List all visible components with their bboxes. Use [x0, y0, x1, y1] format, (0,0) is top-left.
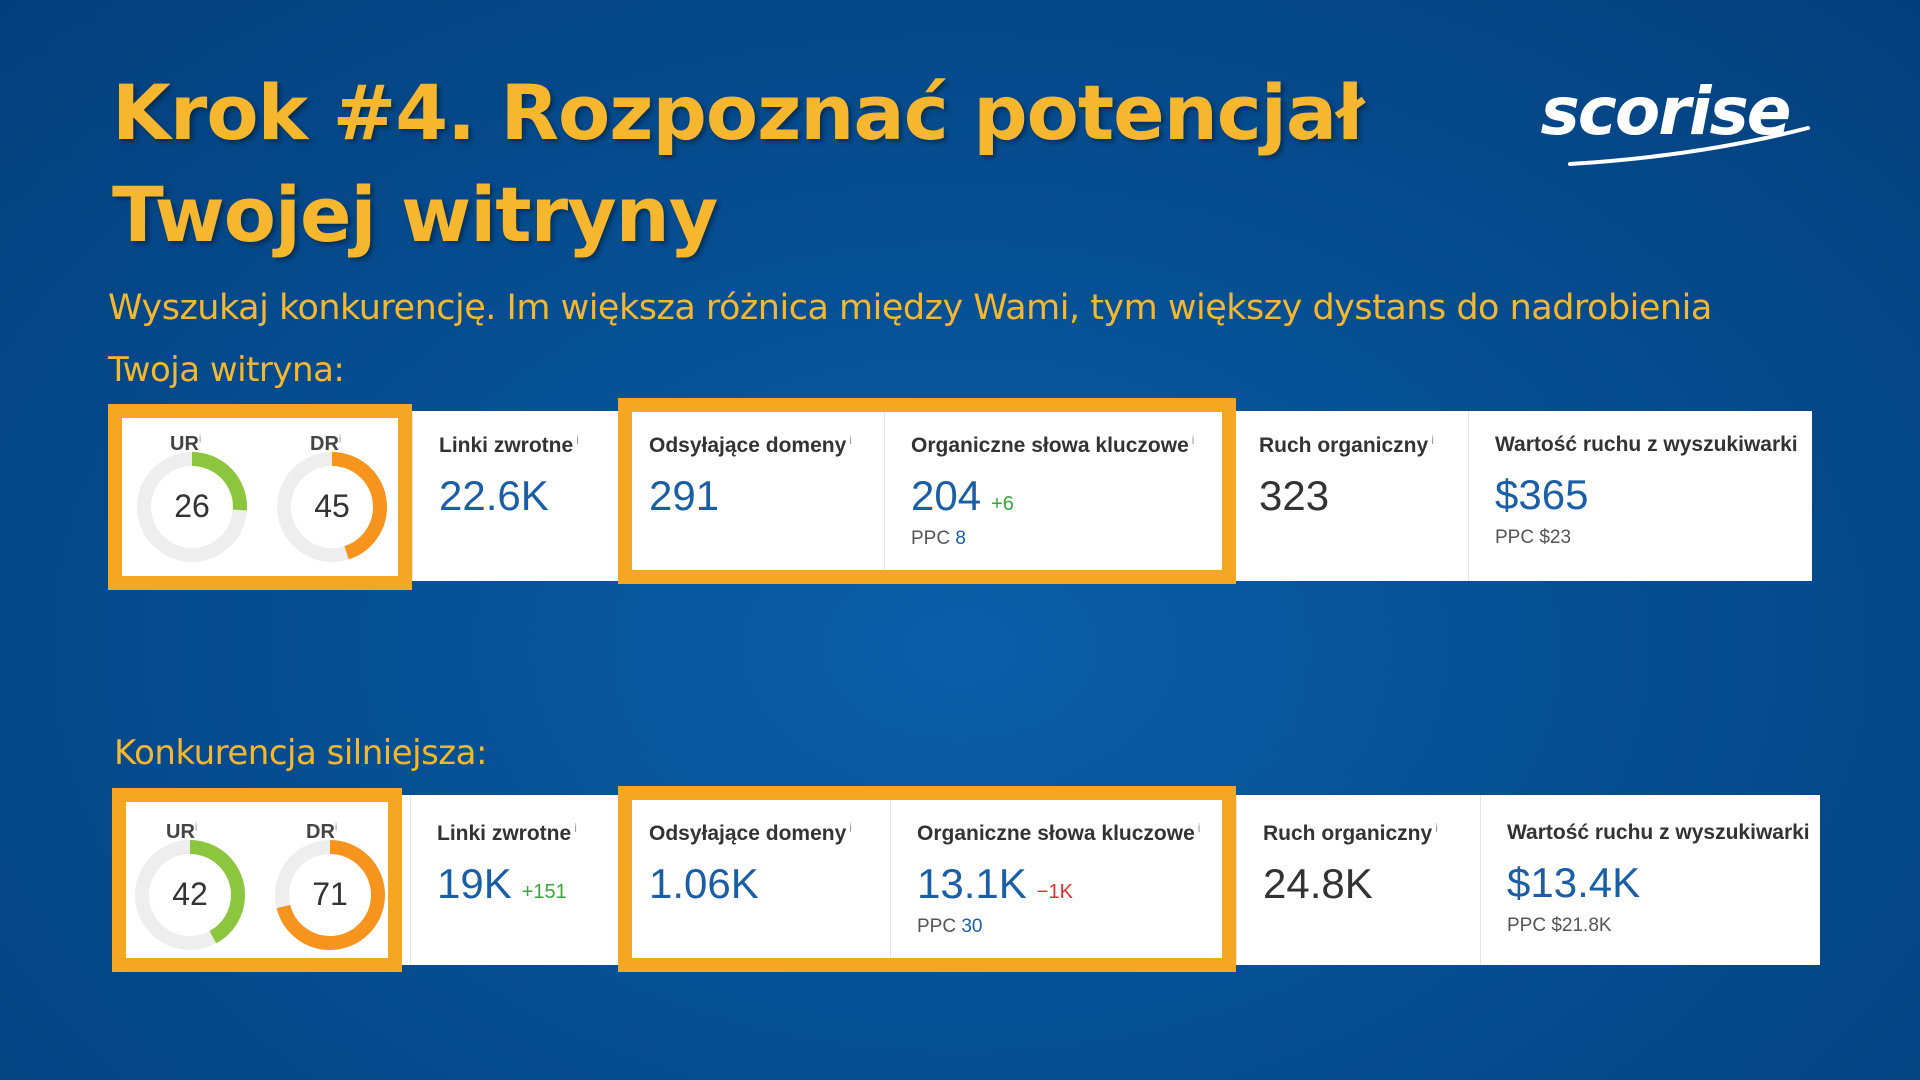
logo-text: scorise: [1541, 73, 1790, 150]
dr-label: DRi: [310, 433, 342, 455]
rating-cell: URi 26 DRi 45: [112, 411, 412, 581]
traffic-label: Ruch organiczny: [1259, 434, 1429, 457]
ur-value: 26: [174, 488, 210, 524]
traffic-worth-ppc: PPC $23: [1495, 527, 1572, 548]
ref-domains-label: Odsyłające domeny: [649, 822, 847, 845]
traffic-worth-label: Wartość ruchu z wyszukiwarki: [1507, 821, 1810, 844]
dr-gauge: 45: [277, 452, 387, 562]
ref-domains-cell: Odsyłające domeny i 291: [622, 411, 884, 581]
backlinks-value: 19K: [437, 860, 512, 907]
your-site-metrics: URi 26 DRi 45 Linki zwrotne i 22.6K Odsył…: [112, 411, 1812, 581]
traffic-worth-label: Wartość ruchu z wyszukiwarki: [1495, 433, 1798, 456]
keywords-label: Organiczne słowa kluczowe: [911, 434, 1189, 457]
ur-label: URi: [166, 821, 198, 843]
title-line-2: Twojej witryny: [112, 170, 718, 259]
traffic-cell: Ruch organiczny i 323: [1232, 411, 1468, 581]
backlinks-value: 22.6K: [439, 472, 549, 519]
ref-domains-value: 291: [649, 472, 720, 519]
ref-domains-cell: Odsyłające domeny i 1.06K: [622, 795, 890, 965]
ur-value: 42: [172, 876, 208, 912]
ur-gauge: 42: [135, 840, 245, 950]
traffic-cell: Ruch organiczny i 24.8K: [1236, 795, 1480, 965]
backlinks-cell: Linki zwrotne i 19K +151: [410, 795, 622, 965]
traffic-worth-ppc: PPC $21.8K: [1507, 915, 1612, 936]
traffic-value: 323: [1259, 472, 1330, 519]
backlinks-label: Linki zwrotne: [439, 434, 574, 457]
backlinks-cell: Linki zwrotne i 22.6K: [412, 411, 622, 581]
ref-domains-label: Odsyłające domeny: [649, 434, 847, 457]
dr-value: 71: [312, 876, 348, 912]
traffic-label: Ruch organiczny: [1263, 822, 1433, 845]
your-site-label: Twoja witryna:: [108, 350, 345, 390]
keywords-delta: −1K: [1036, 881, 1073, 903]
ur-arc: [135, 840, 245, 950]
dr-value: 45: [314, 488, 350, 524]
competitor-label: Konkurencja silniejsza:: [114, 733, 487, 773]
rating-cell: URi 42 DRi 71: [120, 795, 410, 965]
traffic-value-cell: Wartość ruchu z wyszukiwarki $365 PPC $2…: [1468, 411, 1812, 581]
keywords-delta: +6: [991, 493, 1014, 515]
traffic-worth-value: $365: [1495, 471, 1589, 518]
highlight-frame-domains-keywords: [618, 398, 1236, 584]
keywords-value: 13.1K: [917, 860, 1027, 907]
slide-subtitle: Wyszukaj konkurencję. Im większa różnica…: [108, 288, 1712, 328]
ur-arc: [137, 452, 247, 562]
ur-label: URi: [170, 433, 202, 455]
dr-gauge: 71: [275, 840, 385, 950]
scorise-logo: scorise: [1541, 73, 1810, 166]
traffic-value-cell: Wartość ruchu z wyszukiwarki $13.4K PPC …: [1480, 795, 1820, 965]
ref-domains-value: 1.06K: [649, 860, 759, 907]
keywords-ppc-label: PPC: [911, 528, 951, 549]
highlight-frame-domains-keywords: [618, 786, 1236, 972]
dr-arc: [277, 452, 387, 562]
keywords-ppc-value: 30: [961, 916, 983, 937]
highlight-frame-rating: [108, 404, 412, 590]
slide-title: Krok #4. Rozpoznać potencjał Twojej witr…: [112, 62, 1412, 266]
dr-arc: [275, 840, 385, 950]
keywords-cell: Organiczne słowa kluczowe i 204 +6 PPC 8: [884, 411, 1232, 581]
backlinks-label: Linki zwrotne: [437, 822, 572, 845]
keywords-cell: Organiczne słowa kluczowe i 13.1K −1K PPC …: [890, 795, 1236, 965]
title-line-1: Krok #4. Rozpoznać potencjał: [112, 68, 1364, 157]
ur-gauge: 26: [137, 452, 247, 562]
dr-label: DRi: [306, 821, 338, 843]
highlight-frame-rating: [112, 788, 402, 972]
backlinks-delta: +151: [521, 881, 567, 903]
keywords-value: 204: [911, 472, 982, 519]
keywords-label: Organiczne słowa kluczowe: [917, 822, 1195, 845]
keywords-ppc-value: 8: [955, 528, 966, 549]
traffic-value: 24.8K: [1263, 860, 1373, 907]
keywords-ppc-label: PPC: [917, 916, 957, 937]
competitor-metrics: URi 42 DRi 71 Linki zwrotne i 19K +151 Ods…: [120, 795, 1820, 965]
traffic-worth-value: $13.4K: [1507, 859, 1641, 906]
